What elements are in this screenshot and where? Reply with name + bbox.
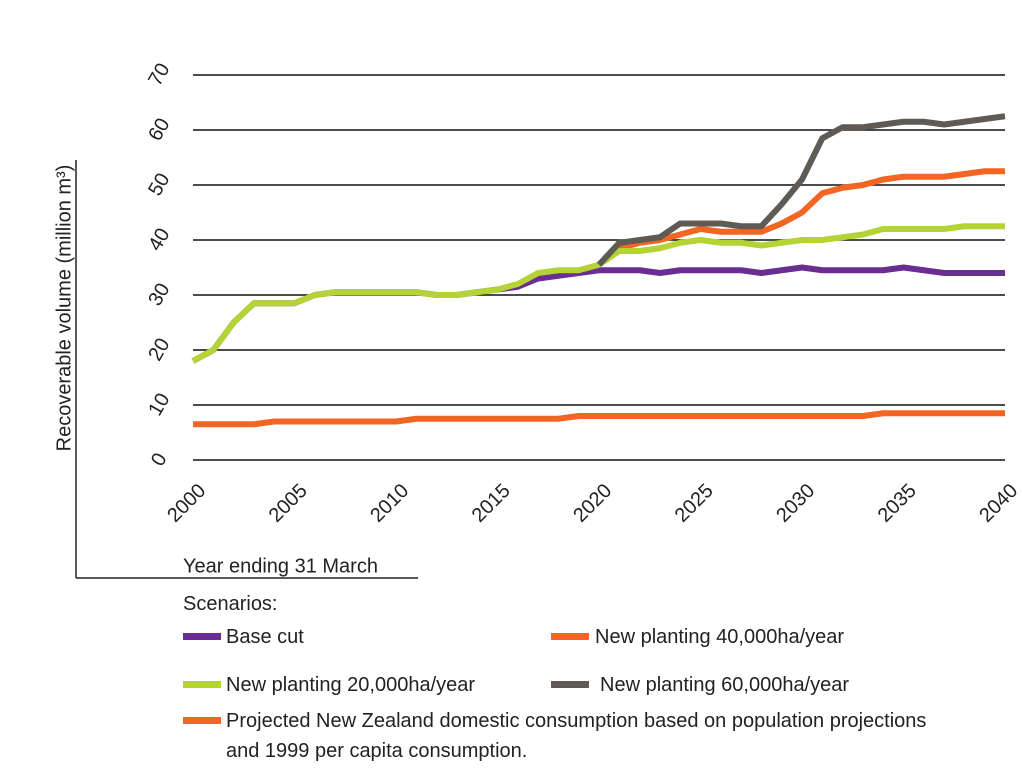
legend-swatch	[551, 681, 589, 688]
legend-swatch	[183, 717, 221, 724]
y-tick-label: 50	[144, 170, 174, 200]
x-tick-label: 2025	[671, 480, 718, 527]
legend-label: New planting 60,000ha/year	[600, 674, 850, 696]
x-tick-label: 2040	[975, 480, 1022, 527]
legend-label: New planting 20,000ha/year	[226, 674, 476, 696]
legend-label: Projected New Zealand domestic consumpti…	[226, 710, 927, 762]
legend-label: New planting 40,000ha/year	[595, 626, 845, 648]
x-tick-label: 2035	[874, 480, 921, 527]
y-tick-label: 30	[144, 280, 174, 310]
y-tick-label: 0	[147, 449, 172, 470]
y-tick-label: 20	[144, 335, 174, 365]
legend-title: Scenarios:	[183, 593, 278, 615]
x-tick-label: 2005	[265, 480, 312, 527]
x-tick-label: 2015	[468, 480, 515, 527]
x-tick-label: 2020	[569, 480, 616, 527]
y-tick-label: 70	[144, 60, 174, 90]
y-tick-label: 10	[144, 390, 174, 420]
y-axis-label: Recoverable volume (million m³)	[53, 165, 75, 452]
series-line	[596, 113, 1006, 267]
x-axis-label: Year ending 31 March	[183, 555, 378, 577]
x-tick-label: 2030	[772, 480, 819, 527]
legend-swatch	[183, 681, 221, 688]
x-tick-label: 2000	[163, 480, 210, 527]
series-line	[193, 410, 1005, 428]
y-tick-label: 60	[144, 115, 174, 145]
series-line	[597, 168, 1005, 268]
x-tick-label: 2010	[366, 480, 413, 527]
legend-swatch	[551, 633, 589, 640]
legend-label: Base cut	[226, 626, 304, 648]
series-line	[191, 223, 1005, 364]
series-line	[191, 264, 1005, 364]
legend-swatch	[183, 633, 221, 640]
y-tick-label: 40	[144, 225, 174, 255]
